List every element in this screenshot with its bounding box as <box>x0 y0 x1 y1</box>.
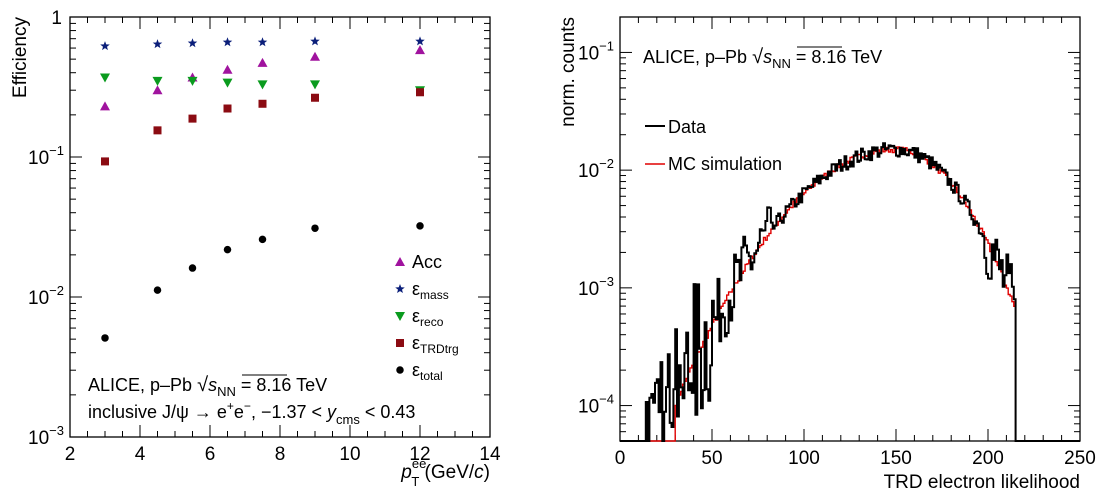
point-reco <box>222 78 233 88</box>
point-total <box>223 245 232 254</box>
y-tick-label: 10−1 <box>578 38 614 64</box>
likelihood-x-axis-label: TRD electron likelihood <box>884 472 1080 493</box>
point-mass <box>310 36 320 46</box>
x-tick-label: 6 <box>205 444 216 465</box>
point-acc <box>100 101 110 111</box>
efficiency-axis-ticks: 2 4 6 8 10 12 14 10−3 10−2 10−1 1 <box>28 8 501 465</box>
legend-marker-mass <box>395 284 405 294</box>
likelihood-panel: 0 50 100 150 200 250 10−4 10−3 10−2 10−1 norm. co… <box>558 16 1096 493</box>
y-tick-label: 1 <box>51 8 62 29</box>
legend-label-reco: εreco <box>412 306 444 329</box>
point-total <box>416 222 424 230</box>
x-tick-label: 150 <box>880 448 912 469</box>
point-trdtrg <box>153 126 162 135</box>
point-mass <box>187 38 198 48</box>
point-trdtrg <box>311 93 319 102</box>
point-acc <box>415 45 425 55</box>
likelihood-axis-ticks: 0 50 100 150 200 250 10−4 10−3 10−2 10−1 <box>578 16 1096 469</box>
y-tick-label: 10−2 <box>28 283 64 309</box>
legend-label-total: εtotal <box>412 360 443 383</box>
likelihood-legend: Data MC simulation <box>645 117 782 174</box>
point-trdtrg <box>101 157 109 166</box>
x-tick-label: 8 <box>275 444 286 465</box>
likelihood-plot-frame <box>619 16 1081 442</box>
point-total <box>258 235 267 244</box>
point-mass <box>222 37 233 47</box>
efficiency-annotation-selection: inclusive J/ψ → e+e−, −1.37 < ycms < 0.4… <box>88 399 415 427</box>
y-tick-label: 10−1 <box>28 143 64 169</box>
point-total <box>311 224 319 232</box>
legend-label-trdtrg: εTRDtrg <box>412 333 459 356</box>
legend-marker-total <box>396 366 404 374</box>
y-tick-label: 10−2 <box>578 156 614 182</box>
x-tick-label: 4 <box>135 444 146 465</box>
y-tick-label: 10−3 <box>578 274 614 300</box>
point-reco <box>187 76 198 86</box>
efficiency-data-marks <box>100 36 425 342</box>
point-reco <box>310 80 320 90</box>
legend-mc-label: MC simulation <box>668 154 782 174</box>
likelihood-annotation-alice: ALICE, p–Pb √sNN = 8.16 TeV <box>643 46 882 71</box>
point-trdtrg <box>258 99 267 108</box>
x-tick-label: 250 <box>1064 448 1096 469</box>
point-total <box>153 286 162 294</box>
legend-marker-acc <box>395 257 405 266</box>
x-tick-label: 100 <box>788 448 820 469</box>
legend-marker-trdtrg <box>396 339 404 347</box>
efficiency-annotation-alice: ALICE, p–Pb √sNN = 8.16 TeV <box>88 374 327 399</box>
x-tick-label: 200 <box>972 448 1004 469</box>
data-histogram <box>620 142 1080 442</box>
point-acc <box>222 64 233 74</box>
efficiency-y-axis-label: Efficiency <box>10 17 31 98</box>
point-mass <box>415 36 425 46</box>
y-tick-label: 10−4 <box>578 392 614 418</box>
point-trdtrg <box>416 88 424 97</box>
point-total <box>188 264 197 272</box>
point-acc <box>152 85 163 95</box>
point-acc <box>310 51 320 61</box>
x-tick-label: 50 <box>701 448 722 469</box>
point-reco <box>152 76 163 86</box>
x-tick-label: 2 <box>65 444 76 465</box>
sqrt-symbol: √ <box>197 374 208 396</box>
efficiency-legend: Acc εmass εreco εTRDtrg εtotal <box>395 252 459 383</box>
point-trdtrg <box>188 114 197 123</box>
point-reco <box>100 73 110 83</box>
point-mass <box>100 41 110 51</box>
x-tick-label: 0 <box>615 448 626 469</box>
point-mass <box>152 39 163 49</box>
y-tick-label: 10−3 <box>28 423 64 449</box>
point-trdtrg <box>223 104 232 113</box>
mc-simulation-histogram <box>620 146 1080 442</box>
efficiency-x-axis-label: pee T (GeV/c) <box>400 456 490 489</box>
x-tick-label: 12 <box>409 444 430 465</box>
efficiency-panel: 2 4 6 8 10 12 14 10−3 10−2 10−1 1 Efficiency pee T … <box>10 8 501 489</box>
legend-data-label: Data <box>668 117 707 137</box>
point-reco <box>257 80 268 90</box>
likelihood-y-axis-label: norm. counts <box>558 17 579 127</box>
legend-label-mass: εmass <box>412 279 449 302</box>
legend-marker-reco <box>395 312 405 321</box>
point-acc <box>257 57 268 67</box>
legend-label-acc: Acc <box>412 252 442 272</box>
x-tick-label: 14 <box>479 444 501 465</box>
x-tick-label: 10 <box>339 444 360 465</box>
point-mass <box>257 37 268 47</box>
point-total <box>101 334 109 342</box>
